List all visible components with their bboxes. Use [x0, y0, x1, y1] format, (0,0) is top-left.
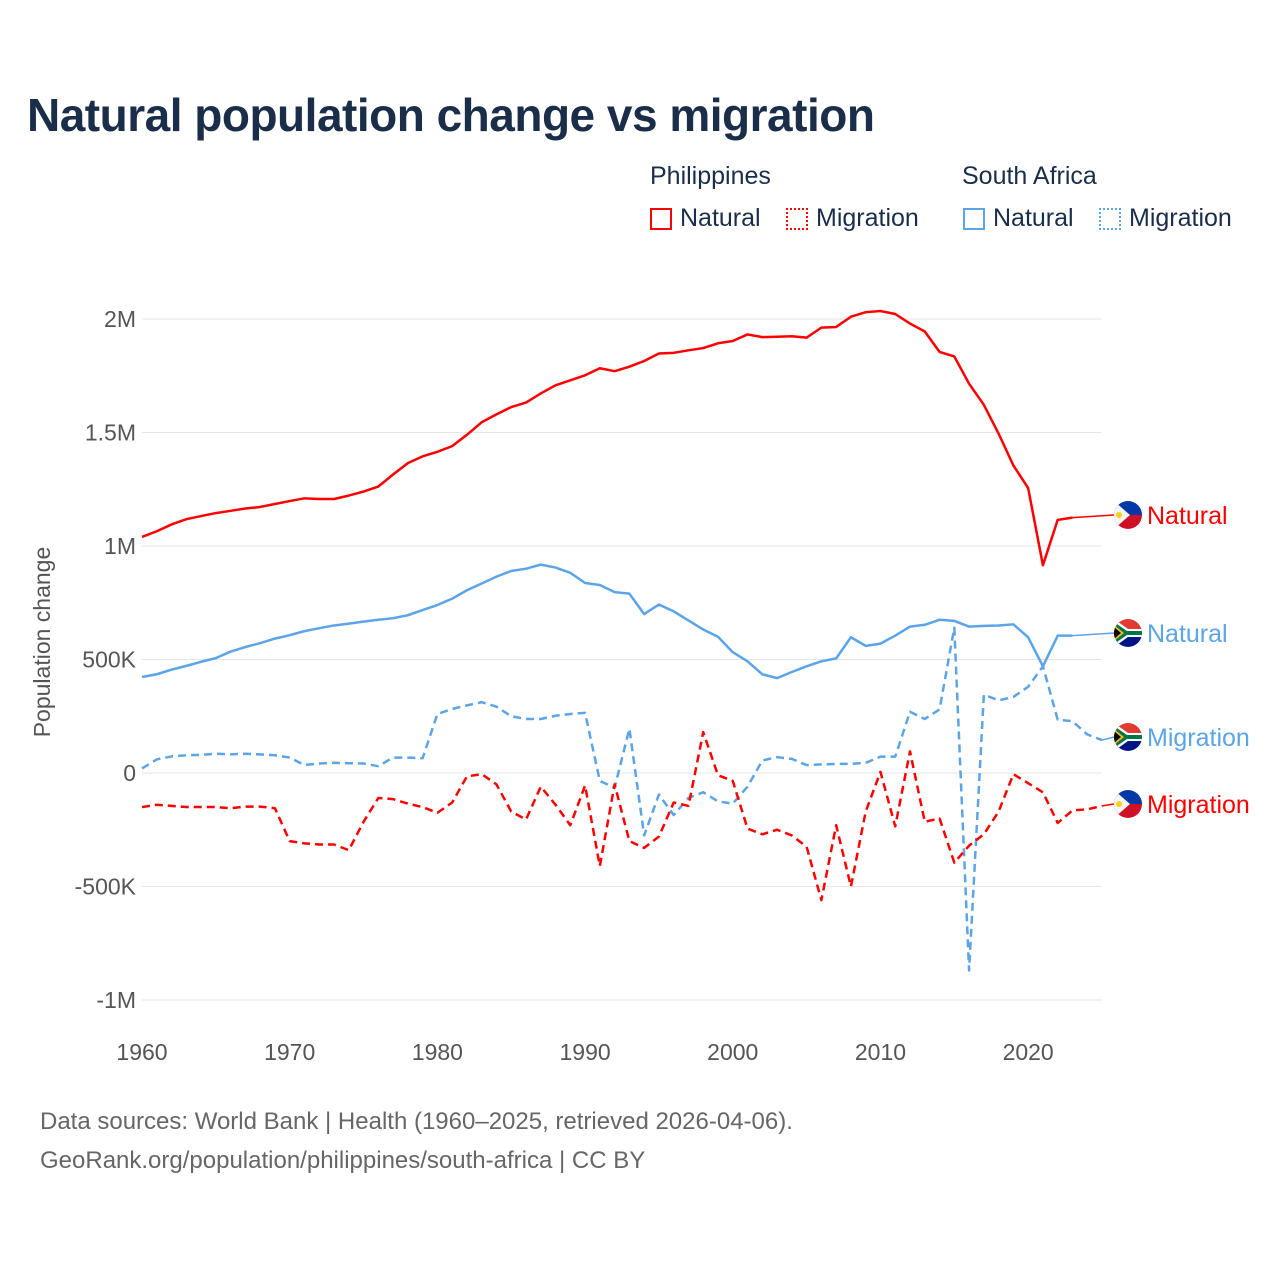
- y-tick-label: -1M: [96, 987, 136, 1013]
- legend-label: Migration: [1129, 204, 1232, 232]
- legend-ph-natural[interactable]: Natural: [650, 204, 761, 233]
- south-africa-flag-icon: [1114, 619, 1142, 647]
- series-end-label: Migration: [1147, 791, 1250, 819]
- x-tick-label: 1970: [264, 1039, 315, 1065]
- series-line-philippines-natural: [141, 309, 1073, 567]
- legend-group-philippines: Philippines: [650, 162, 771, 190]
- y-tick-label: -500K: [75, 874, 137, 900]
- legend-swatch-solid: [963, 207, 985, 230]
- legend-group-south-africa: South Africa: [962, 162, 1097, 190]
- x-tick-label: 2020: [1003, 1039, 1054, 1065]
- philippines-flag-icon: [1114, 790, 1142, 818]
- legend-za-migration[interactable]: Migration: [1099, 204, 1232, 233]
- label-leader: [1101, 803, 1115, 807]
- x-tick-label: 1980: [412, 1039, 463, 1065]
- series-line-south-africa-migration: [141, 626, 1103, 972]
- series-line-south-africa-natural: [141, 563, 1073, 680]
- x-tick-label: 1990: [559, 1039, 610, 1065]
- y-tick-label: 1M: [104, 533, 136, 559]
- series-line-philippines-migration: [141, 730, 1103, 902]
- legend-ph-migration[interactable]: Migration: [786, 204, 919, 233]
- legend-swatch-dotted: [1099, 207, 1121, 230]
- x-tick-label: 1960: [116, 1039, 167, 1065]
- label-leader: [1072, 514, 1115, 519]
- legend-swatch-solid: [650, 207, 672, 230]
- x-tick-label: 2010: [855, 1039, 906, 1065]
- label-leader: [1072, 632, 1115, 637]
- y-tick-label: 1.5M: [85, 420, 136, 446]
- y-tick-label: 2M: [104, 306, 136, 332]
- south-africa-flag-icon: [1114, 723, 1142, 751]
- y-axis-label: Population change: [29, 547, 55, 738]
- series-end-label: Migration: [1147, 724, 1250, 752]
- series-end-label: Natural: [1147, 502, 1228, 530]
- y-tick-label: 500K: [82, 647, 136, 673]
- x-tick-label: 2000: [707, 1039, 758, 1065]
- footer-link[interactable]: GeoRank.org/population/philippines/south…: [40, 1147, 646, 1174]
- legend-za-natural[interactable]: Natural: [963, 204, 1074, 233]
- label-leader: [1101, 736, 1115, 741]
- chart-title: Natural population change vs migration: [27, 89, 875, 141]
- philippines-flag-icon: [1114, 501, 1142, 529]
- legend-swatch-dotted: [786, 207, 808, 230]
- series-end-label: Natural: [1147, 620, 1228, 648]
- legend-label: Migration: [816, 204, 919, 232]
- legend-label: Natural: [993, 204, 1074, 232]
- y-tick-label: 0: [123, 760, 136, 786]
- footer-sources: Data sources: World Bank | Health (1960–…: [40, 1108, 793, 1135]
- legend-label: Natural: [680, 204, 761, 232]
